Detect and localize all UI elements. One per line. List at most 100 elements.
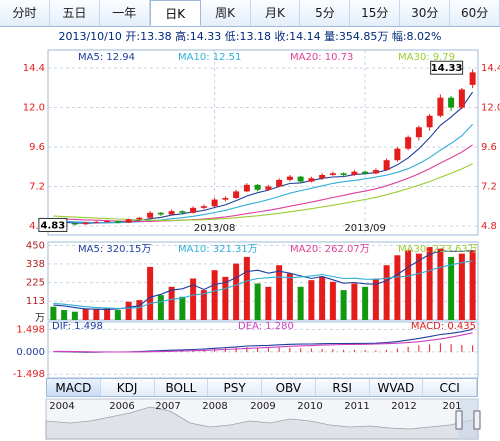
legend-entry: MA30: 9.79 (398, 52, 455, 63)
period-tab[interactable]: 分时 (0, 0, 50, 26)
ma-line (53, 144, 473, 223)
candle-body (329, 173, 336, 175)
high-label: 14.33 (431, 63, 463, 74)
x-tick-label: 2013/08 (194, 223, 236, 234)
high-label-box (430, 60, 464, 75)
volume-bar (351, 283, 358, 320)
candle-body (319, 174, 326, 179)
candle-body (211, 199, 218, 207)
volume-bar (383, 265, 390, 320)
range-window[interactable] (458, 399, 478, 439)
volume-bar (394, 255, 401, 320)
volume-bar (147, 266, 154, 320)
y-tick-label: 9.6 (29, 142, 45, 153)
candle-body (351, 171, 358, 175)
period-tab[interactable]: 30分 (400, 0, 451, 26)
year-label: 2006 (109, 401, 134, 412)
candle-body (297, 176, 304, 182)
candle-body (254, 184, 261, 190)
volume-bar (329, 281, 336, 320)
x-tick-label: 2013/09 (344, 223, 386, 234)
y-tick-label: 0.000 (16, 347, 45, 358)
volume-bar (426, 246, 433, 320)
volume-bar (469, 250, 476, 320)
period-tab[interactable]: 周K (201, 0, 251, 26)
volume-bar (190, 278, 197, 320)
year-label: 2009 (250, 401, 275, 412)
candle-body (415, 127, 422, 138)
candle-body (394, 148, 401, 161)
volume-bar (222, 276, 229, 320)
ma-line (53, 163, 473, 221)
candle-body (104, 221, 111, 223)
candle-body (222, 198, 229, 200)
year-label: 2011 (344, 401, 369, 412)
panel-frame (47, 321, 479, 378)
volume-bar (265, 286, 272, 320)
low-label: 4.83 (41, 220, 66, 231)
period-tab[interactable]: 5分 (300, 0, 351, 26)
candle-body (308, 178, 315, 182)
volume-bar (340, 290, 347, 320)
indicator-tab[interactable]: BOLL (155, 379, 209, 396)
year-label: 2010 (297, 401, 322, 412)
candle-body (200, 206, 207, 208)
candle-body (286, 176, 293, 180)
range-handle[interactable] (473, 410, 481, 430)
candle-body (136, 217, 143, 220)
volume-bar (168, 286, 175, 320)
y-tick-label: 7.2 (29, 181, 45, 192)
timeline: 2004 2006 2007 2008 2009 2010 2011 2012 201 (45, 398, 481, 440)
period-tab[interactable]: 15分 (350, 0, 401, 26)
ma-line (53, 91, 474, 224)
candle-body (340, 173, 347, 175)
unit-label: 万 (35, 313, 45, 324)
charts: 4.8 4.8 7.2 7.2 9.6 9.6 12.0 12.0 14.4 14.4 2013/0… (13, 49, 500, 378)
year-label: 2007 (155, 401, 180, 412)
volume-bar (276, 265, 283, 320)
volume-bar (243, 256, 250, 320)
period-tab[interactable]: 日K (149, 0, 201, 26)
period-tab[interactable]: 60分 (450, 0, 500, 26)
quote-info: 2013/10/10 开:13.38 高:14.33 低:13.18 收:14.… (58, 30, 442, 43)
candle-body (147, 212, 154, 218)
ma-line (53, 328, 473, 353)
volume-bar (50, 306, 57, 320)
indicator-tabs: MACD KDJ BOLL PSY OBV RSI WVAD CCI (46, 378, 478, 397)
volume-bar (211, 270, 218, 320)
indicator-tab[interactable]: CCI (423, 379, 477, 396)
volume-bar (179, 296, 186, 320)
candle-body (168, 211, 175, 215)
period-tab[interactable]: 五日 (50, 0, 100, 26)
y-tick-label: 12.0 (481, 103, 500, 114)
y-tick-label: 225 (26, 278, 45, 289)
y-tick-label: 12.0 (23, 103, 45, 114)
candle-body (469, 72, 476, 85)
volume-bar (448, 256, 455, 320)
ma-line (53, 123, 474, 224)
candle-body (233, 191, 240, 198)
range-handle[interactable] (455, 410, 463, 430)
ma-line (53, 332, 473, 353)
candle-body (179, 211, 186, 213)
indicator-tab[interactable]: KDJ (101, 379, 155, 396)
volume-bar (286, 273, 293, 320)
y-tick-label: 1.498 (16, 324, 45, 335)
indicator-tab[interactable]: MACD (47, 379, 101, 396)
indicator-tab[interactable]: OBV (262, 379, 316, 396)
candle-body (114, 221, 121, 223)
volume-bar (308, 280, 315, 320)
timeline-area (45, 406, 479, 440)
y-tick-label: 4.8 (481, 221, 497, 232)
legend-entry: DEA: 1.280 (238, 321, 294, 332)
indicator-tab[interactable]: PSY (208, 379, 262, 396)
year-label: 2004 (49, 401, 74, 412)
volume-bar (437, 248, 444, 320)
volume-bar (125, 301, 132, 320)
y-tick-label: 14.4 (481, 63, 500, 74)
candle-body (71, 223, 78, 225)
indicator-tab[interactable]: WVAD (370, 379, 424, 396)
period-tab[interactable]: 月K (251, 0, 301, 26)
period-tab[interactable]: 一年 (100, 0, 150, 26)
indicator-tab[interactable]: RSI (316, 379, 370, 396)
